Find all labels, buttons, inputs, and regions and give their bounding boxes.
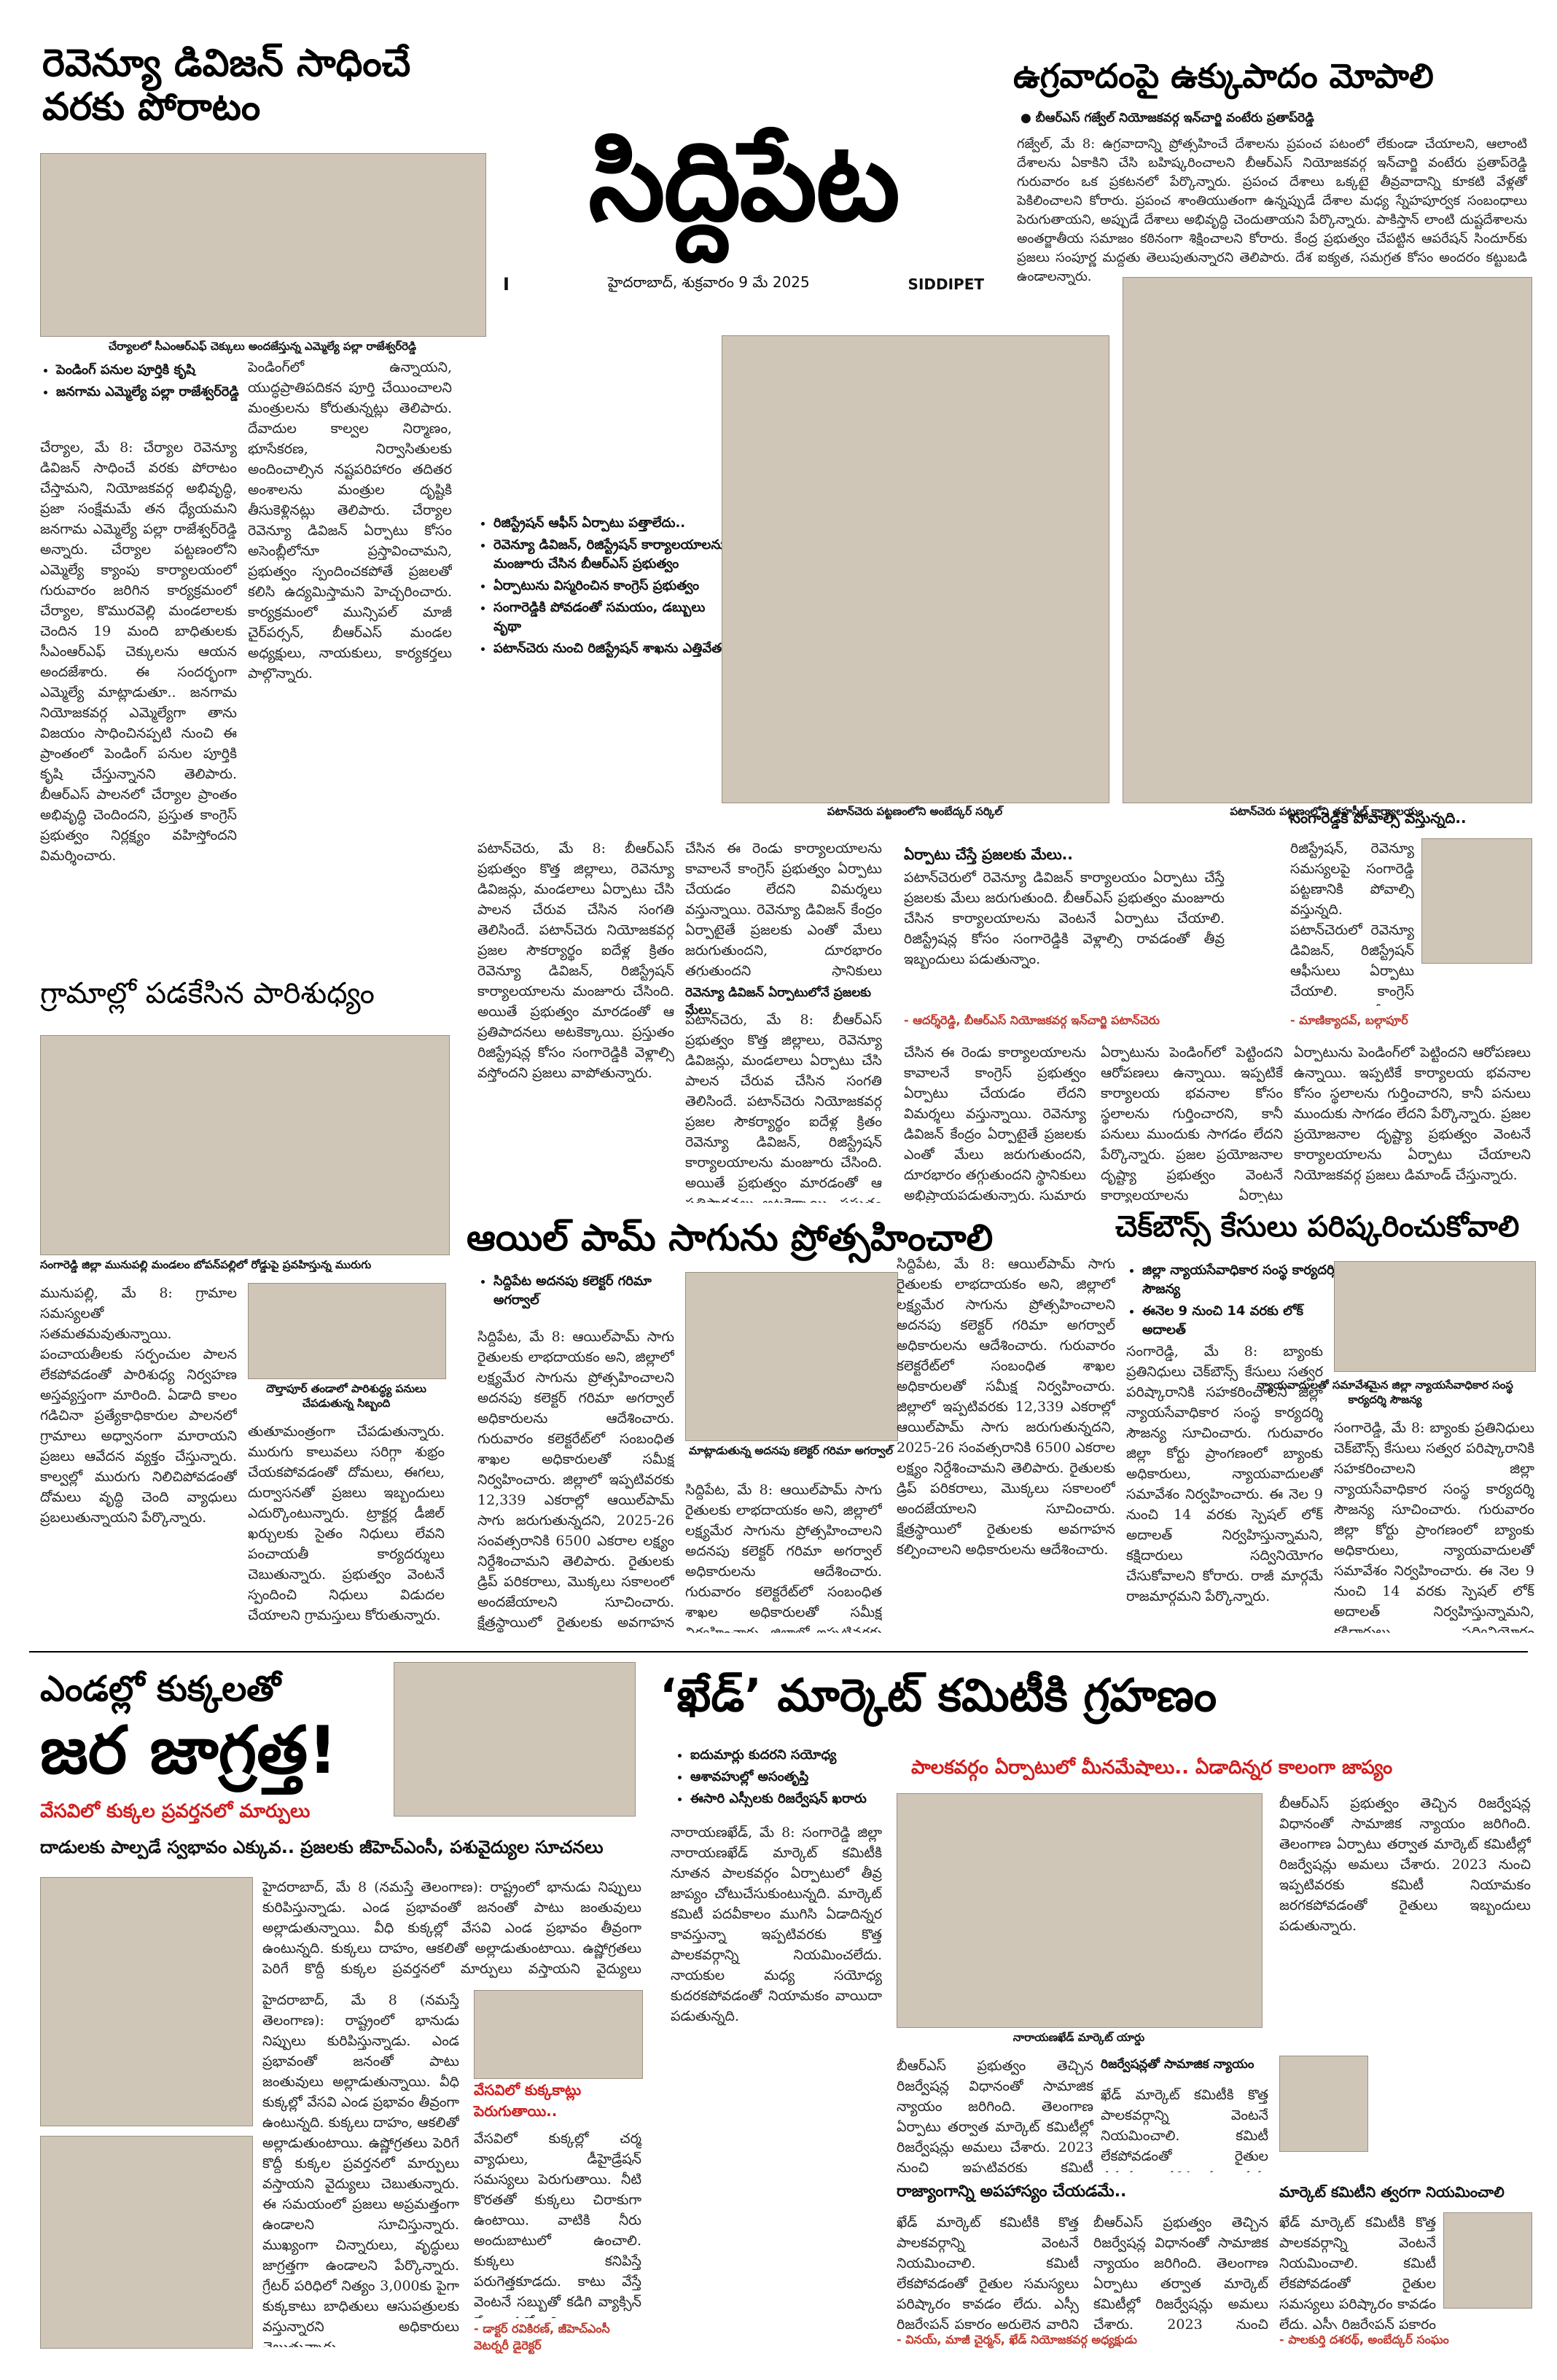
- quote1-heading: ఏర్పాటు చేస్తే ప్రజలకు మేలు..: [904, 846, 1073, 863]
- cheque-photo: [1334, 1261, 1536, 1372]
- khed-inset-photo-2: [1443, 2212, 1532, 2309]
- cheque-body-2: సంగారెడ్డి, మే 8: బ్యాంకు ప్రతినిధులు చె…: [1334, 1420, 1534, 1633]
- cmrf-photo: [40, 153, 486, 337]
- tahsil-office-photo: [1123, 277, 1532, 803]
- oilpalm-headline: ఆయిల్ పామ్ సాగును ప్రోత్సహించాలి: [467, 1217, 994, 1259]
- top-left-bullets: పెండింగ్ పనుల పూర్తికి కృషి జనగామ ఎమ్మెల…: [40, 361, 260, 405]
- page-number: I: [503, 273, 510, 294]
- dogs-red-subhead: వేసవిలో కుక్కల ప్రవర్తనలో మార్పులు: [40, 1800, 311, 1822]
- sanitation-caption: దౌల్తాపూర్ తండాలో పారిశుద్ధ్య పనులు చేపడ…: [266, 1382, 426, 1410]
- dogs-body-top: హైదరాబాద్, మే 8 (నమస్తే తెలంగాణ): రాష్ట్…: [262, 1879, 641, 1977]
- khed-credit-1: - వినయ్, మాజీ చైర్మన్, ఖేడ్ నియోజకవర్గ అ…: [897, 2333, 1137, 2346]
- cheque-photo-caption: న్యాయవాదులతో సమావేశమైన జిల్లా న్యాయసేవాధ…: [1257, 1378, 1513, 1406]
- dogs-body-col: హైదరాబాద్, మే 8 (నమస్తే తెలంగాణ): రాష్ట్…: [262, 1992, 459, 2347]
- top-right-body: గజ్వేల్, మే 8: ఉగ్రవాదాన్ని ప్రోత్సహించే…: [1017, 136, 1527, 284]
- quote1-body: పటాన్‌చెరులో రెవెన్యూ డివిజన్ కార్యాలయం …: [904, 870, 1225, 967]
- khed-subhead-2: రాజ్యాంగాన్ని అపహాస్యం చేయడమే..: [897, 2182, 1127, 2201]
- top-left-col1: చేర్యాల, మే 8: చేర్యాల రెవెన్యూ డివిజన్ …: [40, 440, 237, 864]
- tahsil-photo-caption: పటాన్‌చెరు పట్టణంలోని తహసీల్ కార్యాలయం: [1230, 805, 1424, 818]
- quote2-body: రిజిస్ట్రేషన్, రెవెన్యూ సమస్యలపై సంగారెడ…: [1290, 840, 1414, 1006]
- quote1-credit: - ఆదర్శ్‌రెడ్డి, బీఆర్ఎస్ నియోజకవర్గ ఇన్…: [904, 1013, 1160, 1027]
- khed-photo-caption: నారాయణఖేడ్ మార్కెట్ యార్డు: [1012, 2031, 1145, 2044]
- masthead-title: సిద్దిపేట: [588, 119, 900, 246]
- registration-bullets: రిజిస్ట్రేషన్ ఆఫీస్ ఏర్పాటు పత్తాలేదు.. …: [477, 514, 727, 661]
- khed-body-c3: ఖేడ్ మార్కెట్ కమిటీకి కొత్త పాలకవర్గాన్న…: [1279, 2215, 1436, 2329]
- cleanliness-col1: మునుపల్లి, మే 8: గ్రామాల సమస్యలతో సతమతమవ…: [40, 1285, 237, 1526]
- patancheru-body-c2: ఏర్పాటును పెండింగ్‌లో పెట్టిందని ఆరోపణలు…: [1101, 1045, 1283, 1203]
- patancheru-body-b: చేసిన ఈ రెండు కార్యాలయాలను కావాలనే కాంగ్…: [685, 840, 882, 977]
- masthead-english: SIDDIPET: [908, 275, 984, 293]
- dogs-inset-heading: వేసవిలో కుక్కకాట్లు పెరుగుతాయి..: [474, 2081, 582, 2120]
- dog-bite-photo: [40, 2136, 253, 2349]
- ambedkar-photo-caption: పటాన్‌చెరు పట్టణంలోని అంబేద్కర్ సర్కిల్: [827, 805, 1003, 818]
- sanitation-photo: [248, 1283, 446, 1379]
- khed-market-photo: [897, 1793, 1263, 2028]
- khed-body-b: బీఆర్ఎస్ ప్రభుత్వం తెచ్చిన రిజర్వేషన్ల వ…: [1279, 1795, 1531, 1934]
- oilpalm-bullets: సిద్దిపేట అదనపు కలెక్టర్ గరిమా అగర్వాల్: [477, 1272, 698, 1313]
- oilpalm-body-2: సిద్దిపేట, మే 8: ఆయిల్‌పామ్ సాగు రైతులకు…: [685, 1482, 882, 1633]
- khed-body-b3: ఖేడ్ మార్కెట్ కమిటీకి కొత్త పాలకవర్గాన్న…: [1101, 2087, 1268, 2172]
- cleanliness-col2: తుతూమంత్రంగా చేపడుతున్నారు. మురుగు కాలువ…: [248, 1424, 445, 1623]
- section-divider: [29, 1651, 1528, 1653]
- top-left-col2: పెండింగ్‌లో ఉన్నాయని, యుద్ధప్రాతిపదికన ప…: [248, 359, 452, 682]
- oilpalm-body-3: సిద్దిపేట, మే 8: ఆయిల్‌పామ్ సాగు రైతులకు…: [897, 1256, 1115, 1558]
- oilpalm-photo: [685, 1272, 898, 1441]
- dogs-headline-line1: ఎండల్లో కుక్కలతో: [40, 1669, 281, 1709]
- sewage-photo: [40, 1035, 450, 1255]
- patancheru-body-c3: ఏర్పాటును పెండింగ్‌లో పెట్టిందని ఆరోపణలు…: [1294, 1045, 1531, 1183]
- dogs-photo: [394, 1662, 636, 1817]
- dog-tongue-photo: [40, 1877, 253, 2126]
- quote2-credit: - మాణిక్యాదవ్, బల్గాపూర్: [1290, 1013, 1408, 1027]
- cleanliness-headline: గ్రామాల్లో పడకేసిన పారిశుధ్యం: [40, 977, 375, 1010]
- khed-subhead-3: మార్కెట్ కమిటీని త్వరగా నియమించాలి: [1279, 2183, 1505, 2201]
- khed-subhead-1: రిజర్వేషన్లతో సామాజిక న్యాయం: [1101, 2057, 1254, 2072]
- oilpalm-body-1: సిద్దిపేట, మే 8: ఆయిల్‌పామ్ సాగు రైతులకు…: [477, 1329, 674, 1631]
- dogs-inset-body: వేసవిలో కుక్కల్లో చర్మ వ్యాధులు, డీహైడ్ర…: [474, 2131, 641, 2318]
- dogs-inset-credit: - డాక్టర్ రవికిరణ్, జీహెచ్ఎంసీ వెటర్నరీ …: [474, 2322, 610, 2352]
- khed-body-c2: బీఆర్ఎస్ ప్రభుత్వం తెచ్చిన రిజర్వేషన్ల వ…: [1093, 2215, 1268, 2329]
- patancheru-body-a: పటాన్‌చెరు, మే 8: బీఆర్ఎస్ ప్రభుత్వం కొత…: [477, 840, 674, 1081]
- khed-red-subhead: పాలకవర్గం ఏర్పాటులో మీనమేషాలు.. ఏడాదిన్న…: [911, 1757, 1393, 1779]
- khed-body-b2: బీఆర్ఎస్ ప్రభుత్వం తెచ్చిన రిజర్వేషన్ల వ…: [897, 2058, 1093, 2172]
- dateline: హైదరాబాద్, శుక్రవారం 9 మే 2025: [607, 273, 810, 291]
- quote2-photo: [1421, 838, 1532, 964]
- cmrf-photo-caption: చేర్యాలలో సీఎంఆర్ఎఫ్ చెక్కులు అందజేస్తున…: [108, 340, 417, 353]
- patancheru-body-b2: పటాన్‌చెరు, మే 8: బీఆర్ఎస్ ప్రభుత్వం కొత…: [685, 1012, 882, 1203]
- oilpalm-photo-caption: మాట్లాడుతున్న అదనపు కలెక్టర్ గరిమా అగర్వ…: [688, 1444, 893, 1457]
- khed-headline: ‘ఖేడ్’ మార్కెట్ కమిటీకి గ్రహణం: [660, 1669, 1217, 1722]
- sewage-photo-caption: సంగారెడ్డి జిల్లా మునుపల్లి మండలం బోపన్‌…: [40, 1258, 372, 1271]
- top-right-headline: ఉగ్రవాదంపై ఉక్కుపాదం మోపాలి: [1013, 56, 1434, 95]
- dog-inset-photo: [474, 1990, 643, 2079]
- khed-credit-2: - పాలకుర్తి దశరథ్, అంబేద్కర్ సంఘం: [1279, 2333, 1449, 2346]
- quote2-heading: సంగారెడ్డికి పోవాల్సి వస్తున్నది..: [1290, 809, 1467, 827]
- patancheru-body-c1: చేసిన ఈ రెండు కార్యాలయాలను కావాలనే కాంగ్…: [904, 1045, 1086, 1203]
- cheque-body-1: సంగారెడ్డి, మే 8: బ్యాంకు ప్రతినిధులు చె…: [1126, 1343, 1323, 1604]
- khed-body-a: నారాయణఖేడ్, మే 8: సంగారెడ్డి జిల్లా నారా…: [671, 1825, 882, 2024]
- khed-bullets: ఐదుమార్లు కుదరని సయోధ్య ఆశావహుల్లో అసంతృ…: [674, 1746, 909, 1811]
- masthead: సిద్దిపేట I హైదరాబాద్, శుక్రవారం 9 మే 20…: [503, 120, 984, 310]
- khed-inset-photo-1: [1279, 2056, 1368, 2152]
- cheque-bullets: జిల్లా న్యాయసేవాధికార సంస్థ కార్యదర్శి స…: [1126, 1261, 1346, 1343]
- top-right-bullet: ● బీఆర్ఎస్ గజ్వేల్ నియోజకవర్గ ఇన్‌చార్జి…: [1021, 111, 1314, 125]
- dogs-black-subhead: దాడులకు పాల్పడే స్వభావం ఎక్కువ.. ప్రజలకు…: [40, 1837, 604, 1857]
- patancheru-subhead: రెవెన్యూ డివిజన్ ఏర్పాటులోనే ప్రజలకు మేల…: [685, 986, 872, 1018]
- ambedkar-circle-photo: [722, 335, 1109, 803]
- dogs-headline-line2: జర జాగ్రత్త!: [40, 1712, 338, 1789]
- khed-body-c1: ఖేడ్ మార్కెట్ కమిటీకి కొత్త పాలకవర్గాన్న…: [897, 2215, 1079, 2329]
- cheque-headline: చెక్‌బౌన్స్ కేసులు పరిష్కరించుకోవాలి: [1115, 1210, 1520, 1244]
- top-left-headline: రెవెన్యూ డివిజన్ సాధించే వరకు పోరాటం: [42, 42, 411, 129]
